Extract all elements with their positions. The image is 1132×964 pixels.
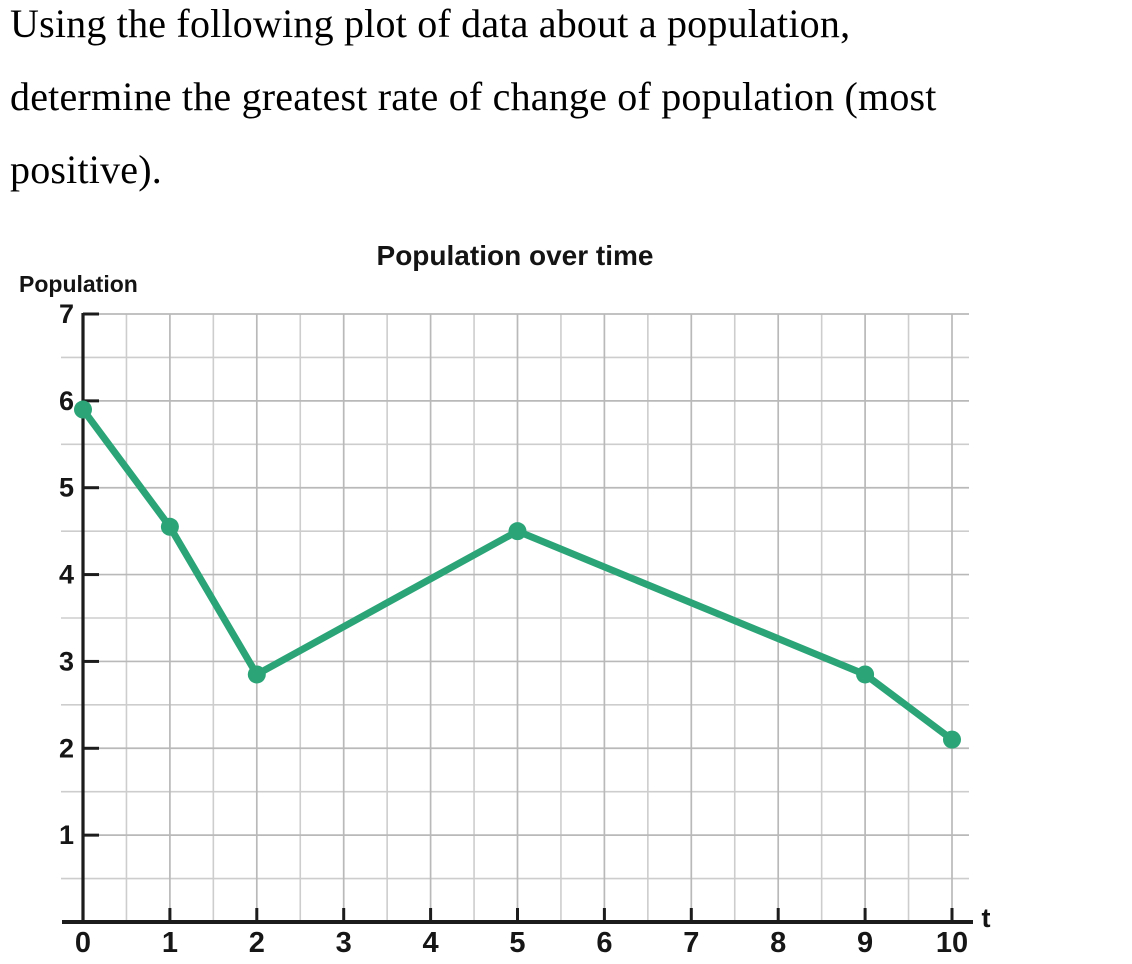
x-tick-label: 8 <box>770 927 786 959</box>
x-tick-label: 5 <box>509 927 525 959</box>
y-tick-label: 3 <box>59 646 74 676</box>
question-line-3: positive). <box>10 147 162 192</box>
data-point <box>74 400 92 419</box>
y-tick-label: 6 <box>59 386 74 416</box>
question-text: Using the following plot of data about a… <box>10 0 1132 206</box>
y-tick-label: 1 <box>59 820 74 850</box>
x-tick-label: 10 <box>936 927 968 959</box>
chart-title: Population over time <box>377 240 654 271</box>
x-tick-label: 1 <box>162 927 178 959</box>
population-line <box>79 406 956 744</box>
chart-canvas: 1 2 3 4 5 6 7 0 1 2 3 4 5 6 7 8 9 10 Population over time… <box>19 240 991 959</box>
x-axis-label: t <box>982 903 991 933</box>
minor-gridlines <box>61 314 969 922</box>
population-line-chart: 1 2 3 4 5 6 7 0 1 2 3 4 5 6 7 8 9 10 Population over time… <box>0 230 1040 964</box>
y-tick-label: 7 <box>59 299 74 329</box>
x-tick-label: 0 <box>75 927 91 959</box>
x-tick-label: 7 <box>683 927 699 959</box>
x-tick-label: 3 <box>336 927 352 959</box>
y-tick-label: 2 <box>59 733 74 763</box>
population-series <box>74 400 961 749</box>
data-point <box>247 665 266 684</box>
x-tick-label: 2 <box>249 927 265 959</box>
question-line-2: determine the greatest rate of change of… <box>10 74 937 119</box>
y-tick-label: 4 <box>59 560 74 590</box>
x-tick-label: 6 <box>596 927 612 959</box>
data-point <box>160 517 179 536</box>
major-gridlines <box>83 313 969 922</box>
x-tick-label: 4 <box>423 927 439 959</box>
question-line-1: Using the following plot of data about a… <box>10 1 851 46</box>
axis-tick-labels: 1 2 3 4 5 6 7 0 1 2 3 4 5 6 7 8 9 10 <box>59 299 968 959</box>
x-tick-label: 9 <box>857 927 873 959</box>
data-point <box>943 730 961 749</box>
axis-ticks <box>83 312 954 922</box>
data-point <box>856 665 875 684</box>
y-tick-label: 5 <box>59 473 74 503</box>
data-point <box>508 522 527 541</box>
y-axis-label: Population <box>19 271 138 297</box>
